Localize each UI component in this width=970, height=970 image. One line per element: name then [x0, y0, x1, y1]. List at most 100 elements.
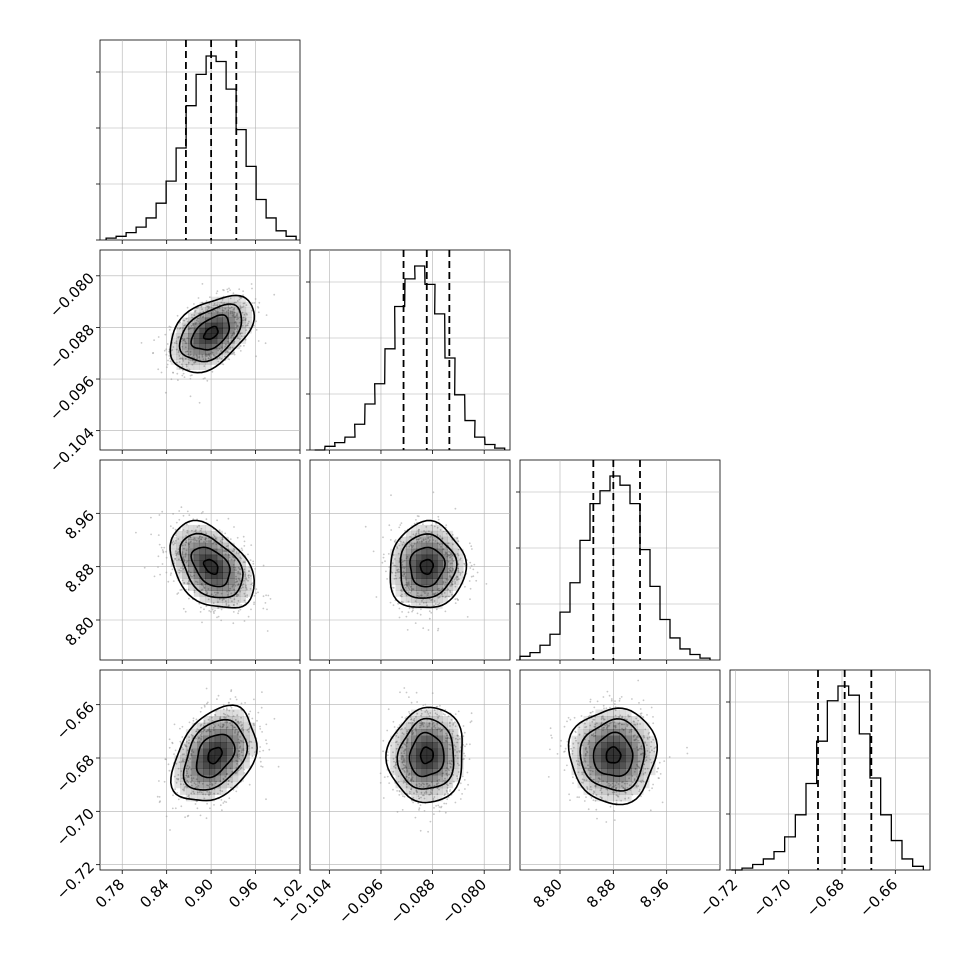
histogram-step	[519, 475, 711, 660]
scatter-point	[229, 348, 231, 351]
scatter-point	[193, 361, 196, 364]
scatter-point	[237, 572, 240, 575]
scatter-point	[446, 774, 449, 777]
scatter-point	[243, 620, 246, 622]
density-cell	[442, 572, 448, 579]
scatter-point	[618, 700, 621, 702]
scatter-point	[622, 786, 625, 789]
density-cell	[191, 755, 198, 763]
scatter-point	[402, 795, 404, 797]
scatter-point	[396, 565, 398, 568]
scatter-point	[416, 791, 419, 794]
density-cell	[182, 343, 189, 350]
contour-line	[190, 314, 231, 351]
density-cell	[211, 554, 218, 561]
scatter-point	[265, 314, 268, 316]
scatter-point	[224, 600, 227, 603]
scatter-point	[226, 594, 229, 596]
scatter-point	[246, 729, 249, 732]
scatter-point	[222, 723, 225, 726]
density-cell	[216, 333, 223, 339]
scatter-point	[425, 709, 428, 712]
scatter-point	[610, 699, 613, 702]
density-cell	[437, 709, 443, 717]
scatter-point	[454, 582, 456, 585]
scatter-point	[232, 315, 235, 318]
scatter-point	[195, 539, 198, 542]
scatter-point	[402, 733, 405, 735]
density-cell	[222, 584, 229, 591]
density-cell	[452, 536, 459, 544]
scatter-point	[257, 711, 260, 714]
scatter-point	[185, 541, 188, 544]
density-cell	[411, 748, 417, 756]
scatter-point	[446, 555, 449, 558]
scatter-point	[451, 562, 453, 565]
density-cell	[193, 548, 200, 556]
scatter-point	[231, 724, 234, 727]
scatter-point	[405, 557, 408, 560]
scatter-point	[206, 784, 208, 786]
scatter-point	[214, 714, 217, 717]
scatter-point	[215, 543, 218, 546]
density-cell	[442, 590, 448, 597]
scatter-point	[454, 745, 457, 748]
density-cell	[211, 590, 218, 597]
density-cell	[209, 748, 216, 756]
density-cell	[426, 548, 433, 556]
scatter-point	[200, 512, 203, 515]
contour-line	[592, 731, 634, 778]
scatter-point	[614, 700, 616, 702]
scatter-point	[240, 766, 243, 769]
density-cell	[458, 548, 464, 556]
scatter-point	[606, 690, 609, 693]
scatter-point	[190, 777, 193, 780]
scatter-point	[229, 767, 232, 770]
scatter-point	[625, 792, 627, 794]
density-cell	[595, 722, 602, 730]
scatter-point	[192, 719, 195, 722]
scatter-point	[631, 698, 633, 700]
scatter-point	[212, 602, 215, 604]
density-cell	[583, 781, 590, 789]
scatter-point	[621, 785, 623, 787]
density-cell	[447, 729, 454, 736]
scatter-point	[433, 604, 435, 607]
density-cell	[220, 709, 227, 717]
scatter-point	[614, 714, 617, 717]
scatter-point	[470, 564, 473, 567]
scatter-point	[255, 355, 257, 358]
x-tick-label: 8.88	[583, 875, 619, 911]
contour-line	[408, 731, 445, 778]
scatter-point	[457, 710, 460, 713]
scatter-point	[605, 707, 608, 710]
scatter-point	[174, 558, 177, 560]
density-cell	[214, 768, 221, 776]
scatter-point	[445, 789, 448, 792]
scatter-point	[626, 725, 628, 728]
density-cell	[437, 584, 443, 591]
density-cell	[176, 328, 183, 334]
scatter-point	[643, 736, 646, 739]
scatter-point	[430, 535, 433, 538]
scatter-point	[265, 798, 267, 801]
scatter-point	[626, 782, 629, 785]
scatter-point	[198, 535, 201, 538]
scatter-point	[611, 782, 614, 785]
scatter-point	[165, 348, 168, 351]
scatter-point	[249, 575, 252, 577]
scatter-point	[165, 550, 168, 553]
scatter-point	[241, 727, 243, 730]
scatter-point	[608, 785, 611, 787]
contour-line	[207, 746, 223, 765]
scatter-point	[398, 760, 400, 762]
scatter-point	[393, 564, 395, 567]
scatter-point	[433, 813, 435, 815]
density-cell	[193, 338, 200, 344]
scatter-point	[409, 544, 412, 546]
scatter-point	[213, 612, 215, 614]
density-cell	[188, 364, 195, 370]
scatter-point	[200, 723, 203, 726]
density-cell	[447, 566, 454, 573]
density-cell	[589, 761, 596, 769]
